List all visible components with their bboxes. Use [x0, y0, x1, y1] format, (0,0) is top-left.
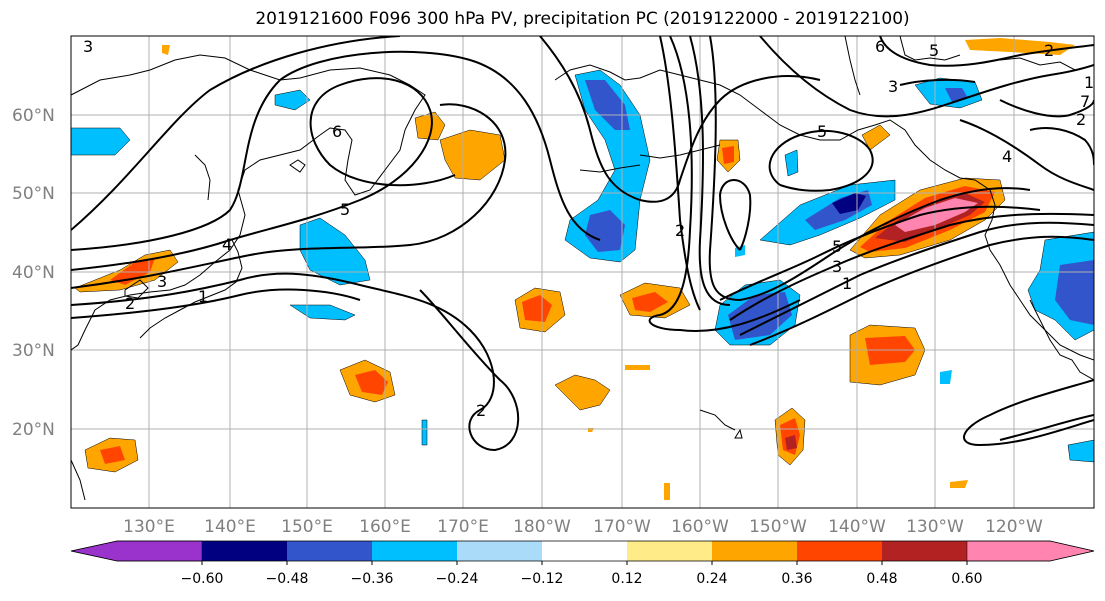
contour-label: 3 — [83, 37, 93, 56]
lon-label: 150°E — [281, 517, 333, 537]
colorbar-segment — [70, 540, 203, 562]
contour-label: 2 — [1076, 110, 1086, 129]
lon-label: 120°W — [985, 517, 1043, 537]
lon-label: 130°W — [906, 517, 964, 537]
contour-label: 2 — [1044, 41, 1054, 60]
colorbar-tick-label: −0.60 — [181, 571, 224, 587]
map-title: 2019121600 F096 300 hPa PV, precipitatio… — [255, 9, 910, 29]
lon-label: 140°W — [828, 517, 886, 537]
lon-label: 160°W — [671, 517, 729, 537]
lat-label: 40°N — [12, 263, 55, 283]
colorbar-segment — [882, 541, 967, 561]
colorbar-segment — [712, 541, 797, 561]
positive-anomaly-fills — [74, 38, 1075, 500]
lon-label: 180°W — [513, 517, 571, 537]
colorbar-tick-label: −0.36 — [351, 571, 394, 587]
colorbar-segment — [372, 541, 457, 561]
contour-label: 2 — [125, 294, 135, 313]
lat-label: 60°N — [12, 106, 55, 126]
colorbar-tick-label: 0.60 — [951, 571, 982, 587]
contour-label: 3 — [832, 257, 842, 276]
contour-label: 1 — [842, 274, 852, 293]
lon-label: 170°W — [593, 517, 651, 537]
colorbar-tick-label: 0.24 — [696, 571, 727, 587]
contour-label: 1 — [1084, 73, 1094, 92]
lat-axis: 60°N 50°N 40°N 30°N 20°N — [12, 106, 55, 440]
contour-label: 2 — [675, 221, 685, 240]
contour-label: 4 — [1002, 147, 1012, 166]
colorbar-tick-label: −0.24 — [436, 571, 479, 587]
colorbar-segment — [797, 541, 882, 561]
colorbar-segment — [542, 541, 627, 561]
contour-label: 6 — [875, 37, 885, 56]
contour-label: 7 — [1080, 92, 1090, 111]
colorbar-tick-label: 0.12 — [611, 571, 642, 587]
colorbar-segment — [627, 541, 712, 561]
colorbar-tick-label: −0.48 — [266, 571, 309, 587]
lon-label: 140°E — [204, 517, 256, 537]
lat-label: 30°N — [12, 341, 55, 361]
lon-axis: 130°E 140°E 150°E 160°E 170°E 180°W 170°… — [123, 517, 1043, 537]
lon-label: 130°E — [123, 517, 175, 537]
colorbar-tick-label: −0.12 — [521, 571, 564, 587]
map-frame — [70, 35, 1095, 509]
colorbar-segment — [287, 541, 372, 561]
colorbar-segment — [966, 540, 1095, 562]
contour-label: 3 — [888, 77, 898, 96]
colorbar-segment — [457, 541, 542, 561]
contour-label: 5 — [340, 200, 350, 219]
contour-label: 3 — [157, 272, 167, 291]
lat-label: 20°N — [12, 420, 55, 440]
contour-label: 5 — [832, 237, 842, 256]
colorbar: −0.60 −0.48 −0.36 −0.24 −0.12 0.12 0.24 … — [70, 540, 1095, 587]
contour-label: 2 — [476, 401, 486, 420]
colorbar-segment — [202, 541, 287, 561]
lon-label: 160°E — [359, 517, 411, 537]
colorbar-tick-label: 0.48 — [866, 571, 897, 587]
lat-label: 50°N — [12, 184, 55, 204]
coastlines — [71, 36, 1094, 501]
colorbar-tick-label: 0.36 — [781, 571, 812, 587]
pv-contours — [71, 36, 1094, 452]
contour-labels: 6 5 4 3 2 1 2 3 5 6 5 3 2 1 3 5 2 2 1 7 … — [83, 37, 1094, 420]
negative-anomaly-fills — [71, 69, 1094, 463]
contour-label: 5 — [817, 122, 827, 141]
contour-label: 6 — [332, 122, 342, 141]
lon-label: 150°W — [749, 517, 807, 537]
contour-label: 1 — [198, 287, 208, 306]
colorbar-outline — [70, 540, 1095, 562]
lon-label: 170°E — [437, 517, 489, 537]
contour-label: 5 — [929, 41, 939, 60]
contour-label: 4 — [222, 235, 232, 254]
